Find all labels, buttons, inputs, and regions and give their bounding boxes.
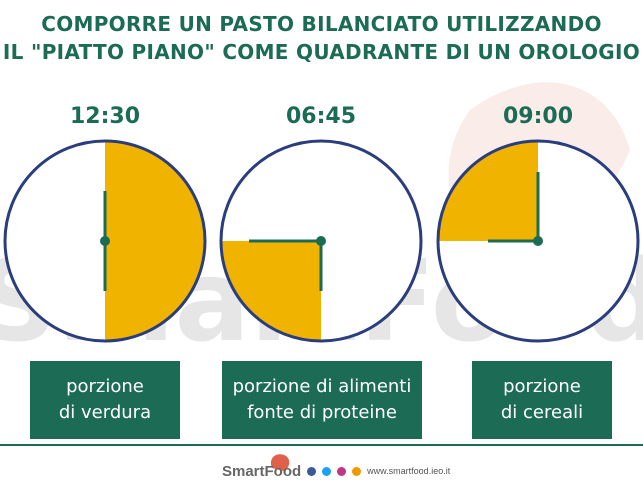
title-line-1: COMPORRE UN PASTO BILANCIATO UTILIZZANDO [41,12,602,36]
web-icon[interactable] [352,466,362,476]
clock-time-1: 12:30 [69,104,141,129]
portion-wedge-proteine [221,241,321,341]
footer-url-link[interactable]: www.smartfood.ieo.it [367,466,451,476]
clock-center [533,236,543,246]
twitter-icon[interactable] [322,466,332,476]
label-cereali: porzione di cereali [472,361,612,439]
clock-0645 [219,139,423,343]
label-line-1: porzione [503,376,581,397]
clock-ring [436,139,640,343]
label-line-1: porzione di alimenti [232,376,412,397]
portion-wedge-cereali [438,141,538,241]
clock-center [316,236,326,246]
label-line-2: fonte di proteine [247,402,397,423]
facebook-icon[interactable] [307,466,317,476]
footer-divider [0,444,643,446]
title-line-2: IL "PIATTO PIANO" COME QUADRANTE DI UN O… [2,40,641,64]
label-line-2: di verdura [58,402,152,423]
portion-wedge-verdura [105,141,205,341]
clock-ring [3,139,207,343]
footer: SmartFood www.smartfood.ieo.it [222,456,450,486]
label-proteine: porzione di alimenti fonte di proteine [222,361,422,439]
clock-center [100,236,110,246]
label-line-2: di cereali [500,402,584,423]
clock-0900 [436,139,640,343]
clock-time-2: 06:45 [285,104,357,129]
label-line-1: porzione [66,376,144,397]
clock-time-3: 09:00 [502,104,574,129]
label-verdura: porzione di verdura [30,361,180,439]
clock-ring [219,139,423,343]
footer-logo-mark [270,454,290,471]
footer-logo-text: SmartFood [222,462,302,480]
instagram-icon[interactable] [337,466,347,476]
clock-1230 [3,139,207,343]
